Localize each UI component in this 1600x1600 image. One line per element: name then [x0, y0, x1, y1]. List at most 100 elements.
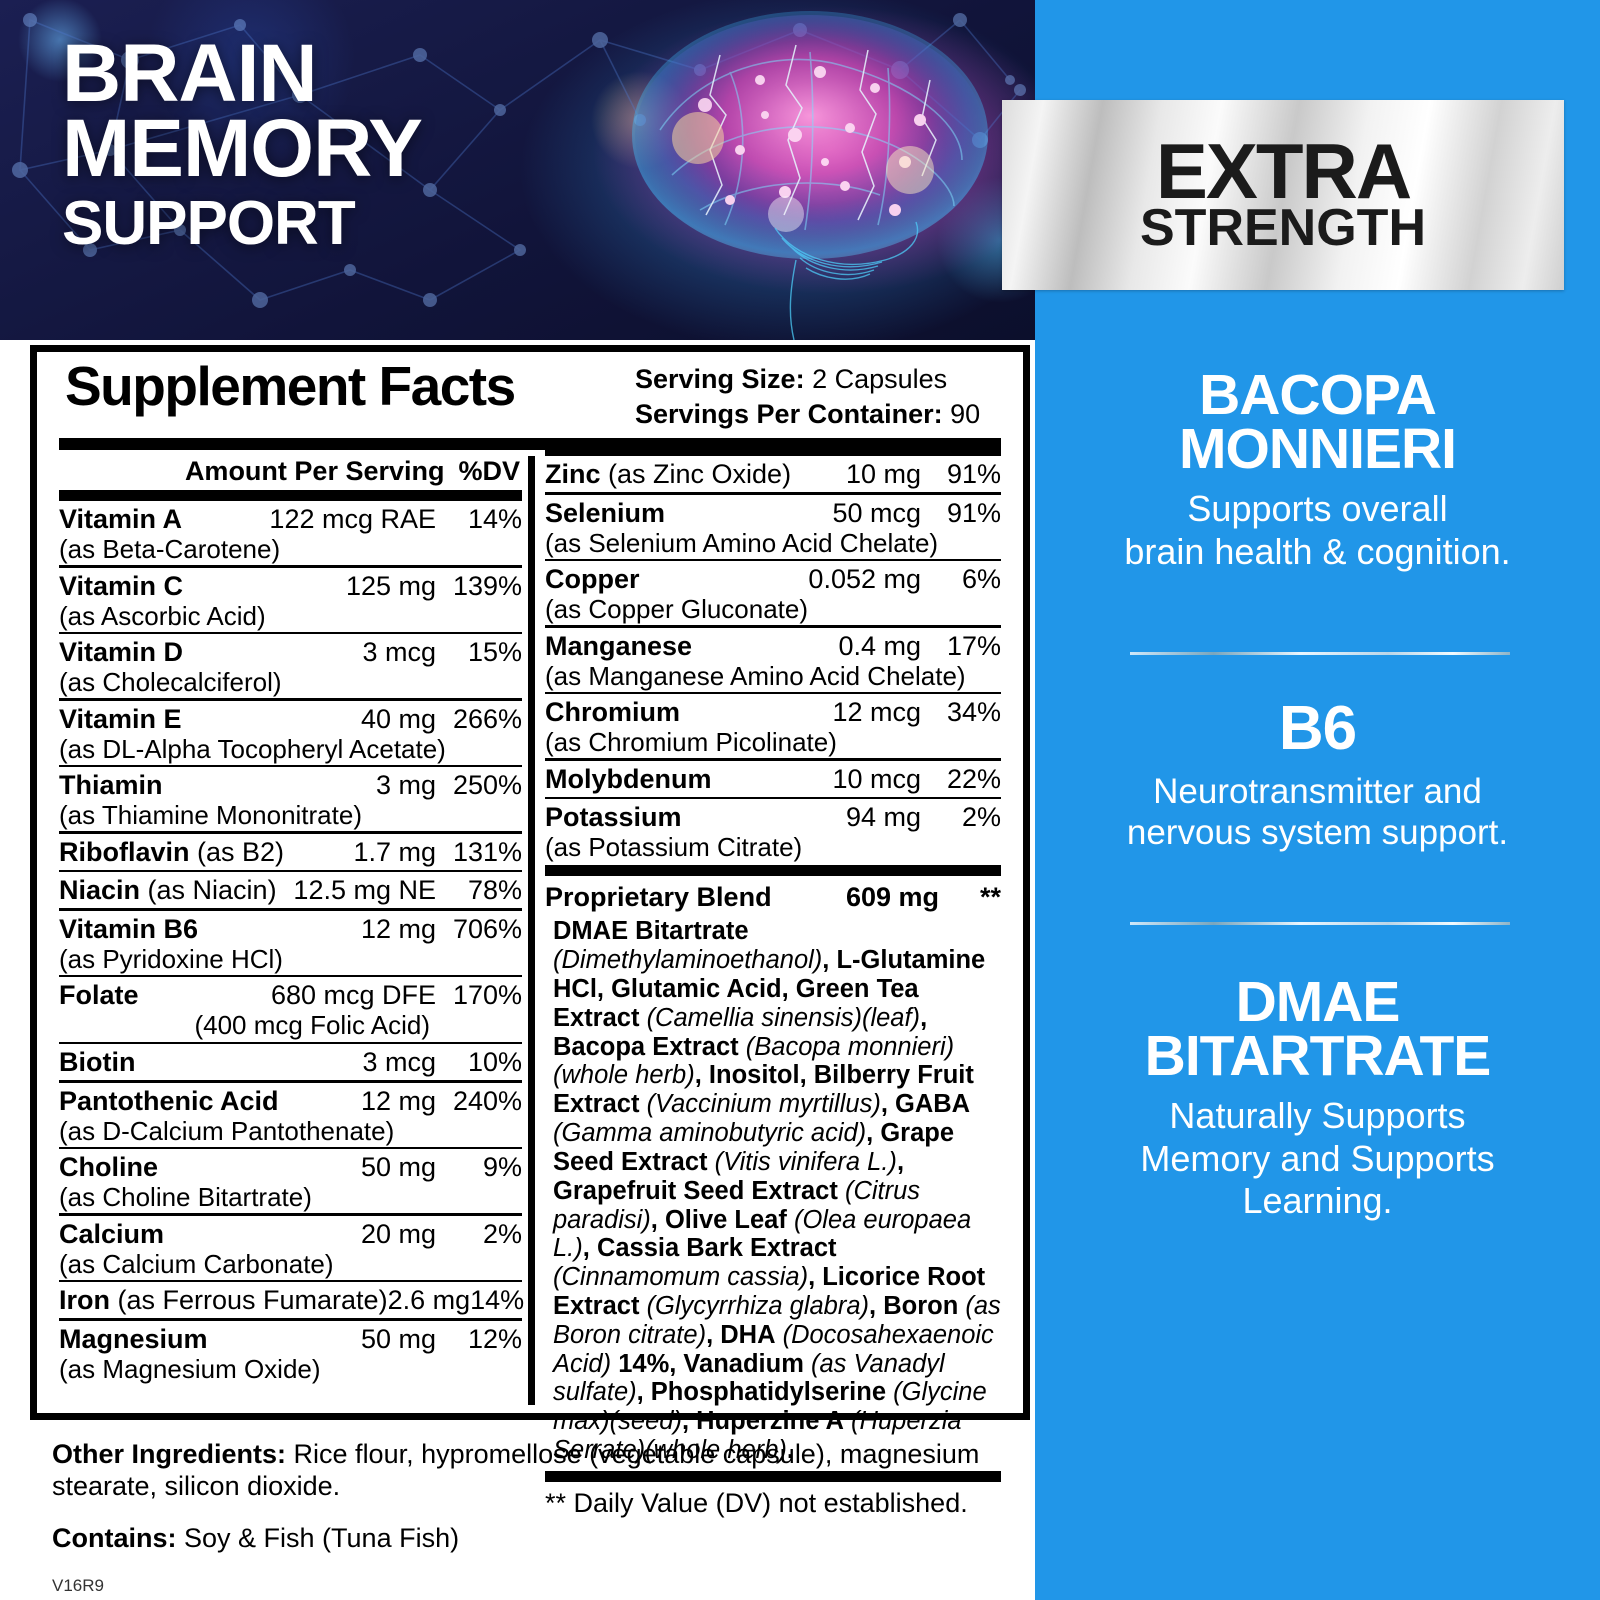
nutrient-source: (as Copper Gluconate) — [545, 594, 809, 625]
feature-b6-desc-line1: Neurotransmitter and — [1153, 771, 1482, 811]
nutrient-source: (as Choline Bitartrate) — [59, 1182, 312, 1213]
nutrient-daily-value: 2% — [482, 1218, 522, 1249]
nutrient-amount: 3 mg — [375, 770, 436, 801]
nutrient-name: Calcium — [59, 1218, 165, 1249]
nutrient-amount: 125 mg — [345, 570, 436, 601]
blend-dv: ** — [979, 882, 1001, 913]
extra-strength-line1: EXTRA — [1155, 127, 1412, 216]
nutrient-amount: 12.5 mg NE — [293, 875, 436, 906]
nutrient-name: Manganese — [545, 630, 693, 661]
nutrient-row: Potassium 94 mg 2% (as Potassium Citrate) — [545, 799, 1001, 863]
contains-allergens: Contains: Soy & Fish (Tuna Fish) — [52, 1523, 1012, 1554]
feature-dmae-desc-line3: Learning. — [1242, 1180, 1393, 1222]
nutrient-name: Selenium — [545, 497, 666, 528]
nutrient-source: (as Selenium Amino Acid Chelate) — [545, 527, 939, 558]
nutrient-daily-value: 250% — [452, 770, 522, 801]
footnote-rule — [545, 1470, 1001, 1482]
row-rule — [59, 1318, 522, 1321]
nutrient-daily-value: 170% — [452, 980, 522, 1011]
nutrient-daily-value: 22% — [946, 763, 1001, 794]
nutrient-name: Vitamin B6 — [59, 913, 199, 944]
nutrient-row: Iron (as Ferrous Fumarate) 2.6 mg 14% — [59, 1282, 524, 1318]
nutrient-daily-value: 131% — [452, 836, 522, 867]
nutrient-row: Niacin (as Niacin) 12.5 mg NE 78% — [59, 872, 522, 908]
nutrient-row: Vitamin E 40 mg 266% (as DL-Alpha Tocophery… — [59, 701, 522, 765]
nutrient-name: Biotin — [59, 1047, 136, 1078]
nutrient-amount: 3 mcg — [362, 637, 436, 668]
nutrient-source: (as Chromium Picolinate) — [545, 727, 837, 758]
nutrient-source: (as Pyridoxine HCl) — [59, 943, 283, 974]
nutrient-source: (as Thiamine Mononitrate) — [59, 800, 362, 831]
feature-dmae-title-line2: BITARTRATE — [1144, 1024, 1492, 1089]
nutrient-amount: 1.7 mg — [353, 836, 436, 867]
feature-bacopa-desc-line1: Supports overall — [1187, 488, 1448, 530]
dv-footnote: ** Daily Value (DV) not established. — [545, 1487, 968, 1518]
nutrient-name: Magnesium — [59, 1323, 208, 1354]
feature-dmae-desc-line2: Memory and Supports — [1140, 1137, 1495, 1179]
nutrient-amount: 12 mg — [360, 913, 436, 944]
nutrient-row: Magnesium 50 mg 12% (as Magnesium Oxide) — [59, 1321, 522, 1385]
nutrient-row: Selenium 50 mcg 91% (as Selenium Amino Acid… — [545, 495, 1001, 559]
nutrient-daily-value: 9% — [482, 1152, 522, 1183]
nutrient-row: Zinc (as Zinc Oxide) 10 mg 91% — [545, 456, 1001, 492]
nutrient-amount: 10 mcg — [832, 763, 921, 794]
row-rule — [59, 1041, 522, 1045]
nutrient-name: Vitamin A — [59, 504, 183, 534]
row-rule — [545, 691, 1001, 695]
row-rule — [59, 764, 522, 768]
nutrient-name: Iron (as Ferrous Fumarate) — [59, 1285, 388, 1316]
nutrient-amount: 50 mg — [360, 1323, 436, 1354]
nutrient-daily-value: 2% — [961, 802, 1001, 833]
row-rule — [59, 1146, 522, 1150]
nutrient-daily-value: 78% — [467, 875, 522, 906]
nutrient-source: (as Ascorbic Acid) — [59, 600, 266, 631]
feature-dmae-desc-line1: Naturally Supports — [1169, 1095, 1466, 1137]
nutrient-amount: 122 mcg RAE — [269, 504, 436, 534]
nutrient-amount: 94 mg — [845, 802, 921, 833]
row-rule — [59, 869, 522, 873]
col-header-dv: %DV — [458, 456, 520, 486]
nutrient-row: Pantothenic Acid 12 mg 240% (as D-Calcium P… — [59, 1083, 522, 1147]
feature-b6-desc-line2: nervous system support. — [1126, 813, 1509, 853]
row-rule — [545, 558, 1001, 562]
other-ingredients: Other Ingredients: Rice flour, hypromell… — [52, 1438, 1012, 1503]
hero-banner: BRAIN MEMORY SUPPORT — [0, 0, 1035, 340]
nutrient-source: (as Potassium Citrate) — [545, 832, 803, 863]
extra-strength-line2: STRENGTH — [1140, 199, 1426, 258]
serving-size-value: 2 Capsules — [812, 364, 948, 394]
nutrient-row: Vitamin B6 12 mg 706% (as Pyridoxine HCl) — [59, 911, 522, 975]
nutrient-daily-value: 10% — [467, 1047, 522, 1078]
title-line-memory: MEMORY — [62, 103, 423, 195]
nutrient-source: (as D-Calcium Pantothenate) — [59, 1115, 395, 1146]
nutrient-amount: 12 mcg — [832, 697, 921, 728]
brain-illustration — [632, 11, 988, 340]
contains-value: Soy & Fish (Tuna Fish) — [184, 1522, 460, 1553]
nutrient-daily-value: 34% — [946, 697, 1001, 728]
nutrient-row: Chromium 12 mcg 34% (as Chromium Picolinate… — [545, 694, 1001, 758]
nutrient-source: (as Magnesium Oxide) — [59, 1353, 321, 1384]
nutrient-source: (as Manganese Amino Acid Chelate) — [545, 660, 966, 691]
nutrient-daily-value: 139% — [452, 570, 522, 601]
nutrient-amount: 680 mcg DFE — [270, 980, 436, 1011]
feature-b6: B6 Neurotransmitter and nervous system s… — [1065, 694, 1570, 853]
nutrient-row: Copper 0.052 mg 6% (as Copper Gluconate) — [545, 561, 1001, 625]
nutrient-amount: 20 mg — [360, 1218, 436, 1249]
nutrient-row: Manganese 0.4 mg 17% (as Manganese Amino Ac… — [545, 628, 1001, 692]
nutrient-row: Vitamin A 122 mcg RAE 14% (as Beta-Carotene… — [59, 501, 522, 565]
supplement-facts-panel: Supplement Facts Serving Size: 2 Capsule… — [30, 345, 1030, 1518]
nutrient-row: Calcium 20 mg 2% (as Calcium Carbonate) — [59, 1216, 522, 1280]
column-headers: Amount Per Serving %DV — [59, 456, 522, 490]
feature-bacopa-monnieri: BACOPA MONNIERI Supports overall brain h… — [1065, 363, 1570, 573]
row-rule — [545, 492, 1001, 495]
nutrient-source: (as Beta-Carotene) — [59, 534, 281, 564]
feature-bacopa-title-line1: BACOPA — [1199, 363, 1437, 427]
serving-size-label: Serving Size: — [635, 364, 805, 394]
nutrient-amount: 0.4 mg — [838, 630, 921, 661]
nutrient-name: Riboflavin (as B2) — [59, 836, 285, 867]
col-header-amount: Amount Per Serving — [184, 456, 445, 486]
nutrient-amount: 2.6 mg — [387, 1285, 471, 1316]
feature-b6-title-line1: B6 — [1278, 694, 1357, 763]
nutrient-amount: 0.052 mg — [808, 564, 921, 595]
column-divider — [528, 456, 535, 1405]
nutrient-name: Vitamin D — [59, 637, 184, 668]
